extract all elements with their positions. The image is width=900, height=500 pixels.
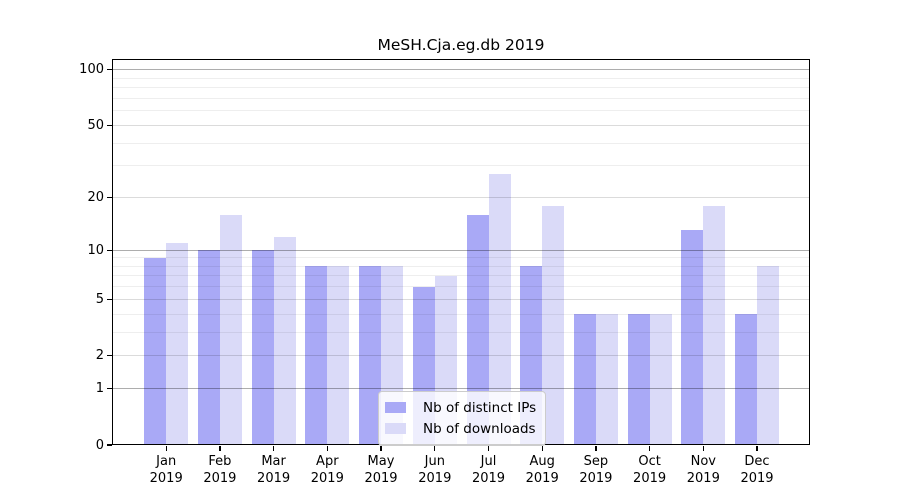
x-tick-sep [595,446,597,451]
bar-ips-dec [735,314,757,445]
x-tick-label-jul: Jul 2019 [471,454,506,486]
y-tick-5 [107,298,112,300]
x-tick-label-jun: Jun 2019 [418,454,452,486]
x-tick-nov [702,446,704,451]
bar-downloads-dec [757,266,779,445]
y-tick-label-20: 20 [87,190,104,205]
y-tick-label-1: 1 [95,381,104,397]
x-tick-oct [649,446,651,451]
x-tick-feb [219,446,221,451]
y-tick-2 [107,355,112,357]
x-tick-label-dec: Dec 2019 [740,454,774,486]
bar-ips-mar [251,250,274,445]
gridline-90 [112,77,810,79]
gridline-40 [112,142,810,144]
bar-downloads-apr [327,266,350,445]
y-tick-label-50: 50 [87,117,104,133]
distinct-ips-swatch [385,402,406,413]
bar-ips-sep [573,314,596,445]
x-tick-label-feb: Feb 2019 [203,454,237,486]
y-tick-0 [107,444,112,446]
gridline-4 [112,313,810,315]
gridline-30 [112,165,810,167]
gridline-8 [112,265,810,267]
x-tick-label-sep: Sep 2019 [579,454,613,486]
x-tick-label-mar: Mar 2019 [257,454,291,486]
y-tick-label-5: 5 [95,291,104,307]
legend: Nb of distinct IPs Nb of downloads [378,391,547,446]
gridline-9 [112,257,810,259]
bar-ips-feb [197,250,220,445]
bar-ips-nov [681,230,704,445]
x-tick-jun [434,446,436,451]
bar-ips-may [359,266,381,445]
gridline-70 [112,97,810,99]
bar-downloads-jul [488,174,511,445]
gridline-6 [112,286,810,288]
x-tick-mar [273,446,275,451]
y-tick-label-100: 100 [79,62,104,78]
bar-downloads-feb [219,214,242,445]
y-tick-50 [107,124,112,126]
bar-downloads-sep [595,314,618,445]
bar-downloads-oct [649,314,672,445]
bar-downloads-jan [166,243,189,445]
legend-label-distinct-ips: Nb of distinct IPs [423,399,537,416]
y-tick-label-10: 10 [87,242,104,258]
y-tick-label-2: 2 [95,348,104,364]
x-tick-label-oct: Oct 2019 [633,454,667,486]
gridline-50 [112,124,810,126]
x-tick-label-jan: Jan 2019 [149,454,183,486]
gridline-2 [112,355,810,357]
x-tick-apr [326,446,328,451]
y-tick-label-0: 0 [95,437,104,453]
gridline-5 [112,298,810,300]
y-tick-100 [107,69,112,71]
gridline-60 [112,110,810,112]
bar-downloads-nov [703,205,726,445]
bar-ips-oct [627,314,650,445]
gridline-20 [112,197,810,198]
x-tick-dec [756,446,758,451]
y-tick-10 [107,249,112,251]
x-tick-label-may: May 2019 [364,454,398,486]
gridline-10 [112,249,810,251]
legend-row-downloads: Nb of downloads [385,418,536,439]
gridline-1 [112,388,810,390]
legend-row-distinct-ips: Nb of distinct IPs [385,397,536,418]
bar-ips-jul [466,214,489,445]
x-tick-may [380,446,382,451]
x-tick-label-aug: Aug 2019 [525,454,559,486]
bar-downloads-mar [273,236,296,445]
gridline-3 [112,331,810,333]
x-tick-aug [541,446,543,451]
gridline-7 [112,275,810,277]
chart-title: MeSH.Cja.eg.db 2019 [377,36,545,54]
y-tick-1 [107,388,112,390]
y-tick-20 [107,196,112,199]
downloads-swatch [385,423,406,434]
bar-ips-apr [305,266,328,445]
x-tick-jan [165,446,167,451]
bar-downloads-aug [542,205,565,445]
gridline-80 [112,87,810,89]
x-tick-jul [487,446,490,451]
legend-label-downloads: Nb of downloads [423,420,536,437]
gridline-100 [112,69,810,71]
bar-ips-jan [144,257,167,445]
x-tick-label-apr: Apr 2019 [310,454,344,486]
x-tick-label-nov: Nov 2019 [686,454,720,486]
